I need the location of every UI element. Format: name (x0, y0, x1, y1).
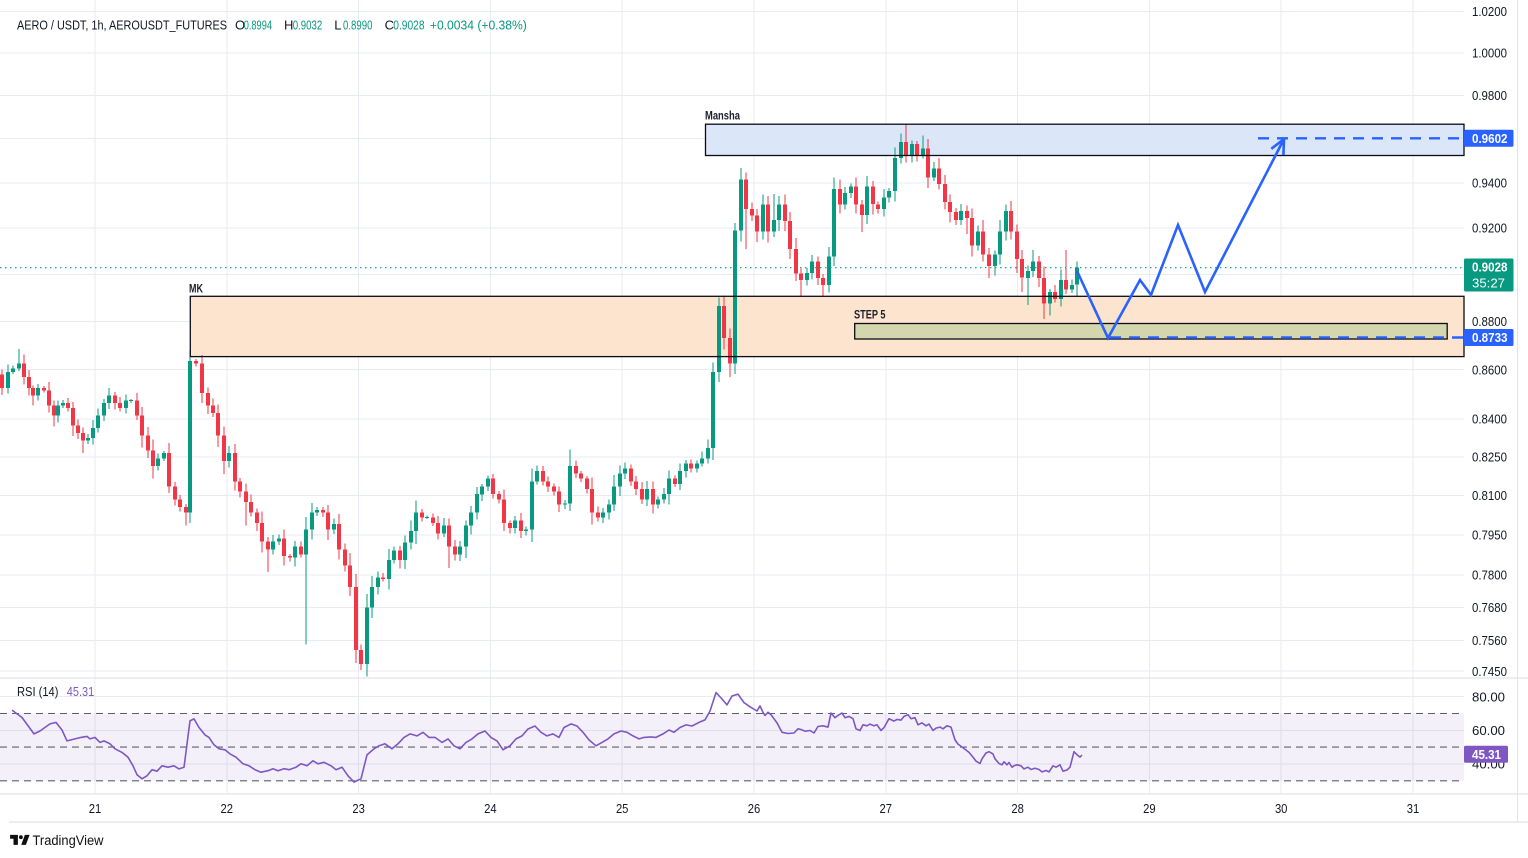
svg-text:0.9200: 0.9200 (1472, 221, 1507, 236)
svg-text:25: 25 (616, 801, 629, 816)
svg-text:80.00: 80.00 (1472, 689, 1505, 704)
svg-text:1.0000: 1.0000 (1472, 46, 1507, 61)
svg-text:60.00: 60.00 (1472, 723, 1505, 738)
svg-text:H: H (284, 18, 293, 33)
svg-text:0.8994: 0.8994 (244, 18, 272, 33)
svg-text:+0.0034 (+0.38%): +0.0034 (+0.38%) (430, 18, 527, 33)
svg-text:0.7950: 0.7950 (1472, 527, 1507, 542)
svg-text:AERO / USDT, 1h, AEROUSDT_FUTU: AERO / USDT, 1h, AEROUSDT_FUTURES (17, 18, 227, 33)
svg-text:29: 29 (1143, 801, 1156, 816)
svg-text:0.9800: 0.9800 (1472, 88, 1507, 103)
svg-text:30: 30 (1275, 801, 1288, 816)
svg-text:O: O (235, 18, 245, 33)
svg-text:0.7800: 0.7800 (1472, 567, 1507, 582)
svg-text:MK: MK (189, 282, 203, 296)
svg-text:0.9032: 0.9032 (293, 18, 323, 33)
svg-text:0.7560: 0.7560 (1472, 633, 1507, 648)
svg-text:0.7680: 0.7680 (1472, 600, 1507, 615)
svg-text:STEP 5: STEP 5 (854, 308, 886, 322)
svg-text:22: 22 (221, 801, 234, 816)
svg-text:23: 23 (352, 801, 365, 816)
svg-text:RSI (14): RSI (14) (17, 684, 58, 699)
svg-text:21: 21 (89, 801, 102, 816)
svg-text:C: C (385, 18, 394, 33)
svg-text:Mansha: Mansha (705, 109, 740, 123)
svg-text:0.8600: 0.8600 (1472, 362, 1507, 377)
svg-text:0.9028: 0.9028 (393, 18, 424, 33)
svg-text:0.9602: 0.9602 (1472, 131, 1508, 146)
svg-text:0.8800: 0.8800 (1472, 314, 1507, 329)
svg-text:24: 24 (484, 801, 497, 816)
svg-text:L: L (334, 18, 341, 33)
svg-text:35:27: 35:27 (1472, 276, 1505, 291)
svg-text:0.8990: 0.8990 (343, 18, 373, 33)
svg-text:26: 26 (748, 801, 761, 816)
svg-text:0.9400: 0.9400 (1472, 176, 1507, 191)
svg-text:28: 28 (1011, 801, 1024, 816)
svg-text:27: 27 (880, 801, 893, 816)
svg-text:45.31: 45.31 (67, 684, 94, 699)
svg-text:TradingView: TradingView (33, 833, 104, 848)
svg-text:0.8733: 0.8733 (1472, 330, 1508, 345)
svg-text:0.9028: 0.9028 (1472, 259, 1508, 274)
svg-text:0.8400: 0.8400 (1472, 412, 1507, 427)
svg-text:45.31: 45.31 (1472, 747, 1501, 762)
svg-text:0.7450: 0.7450 (1472, 664, 1507, 679)
svg-text:0.8250: 0.8250 (1472, 450, 1507, 465)
svg-text:1.0200: 1.0200 (1472, 4, 1507, 19)
svg-text:31: 31 (1407, 801, 1420, 816)
svg-text:0.8100: 0.8100 (1472, 488, 1507, 503)
